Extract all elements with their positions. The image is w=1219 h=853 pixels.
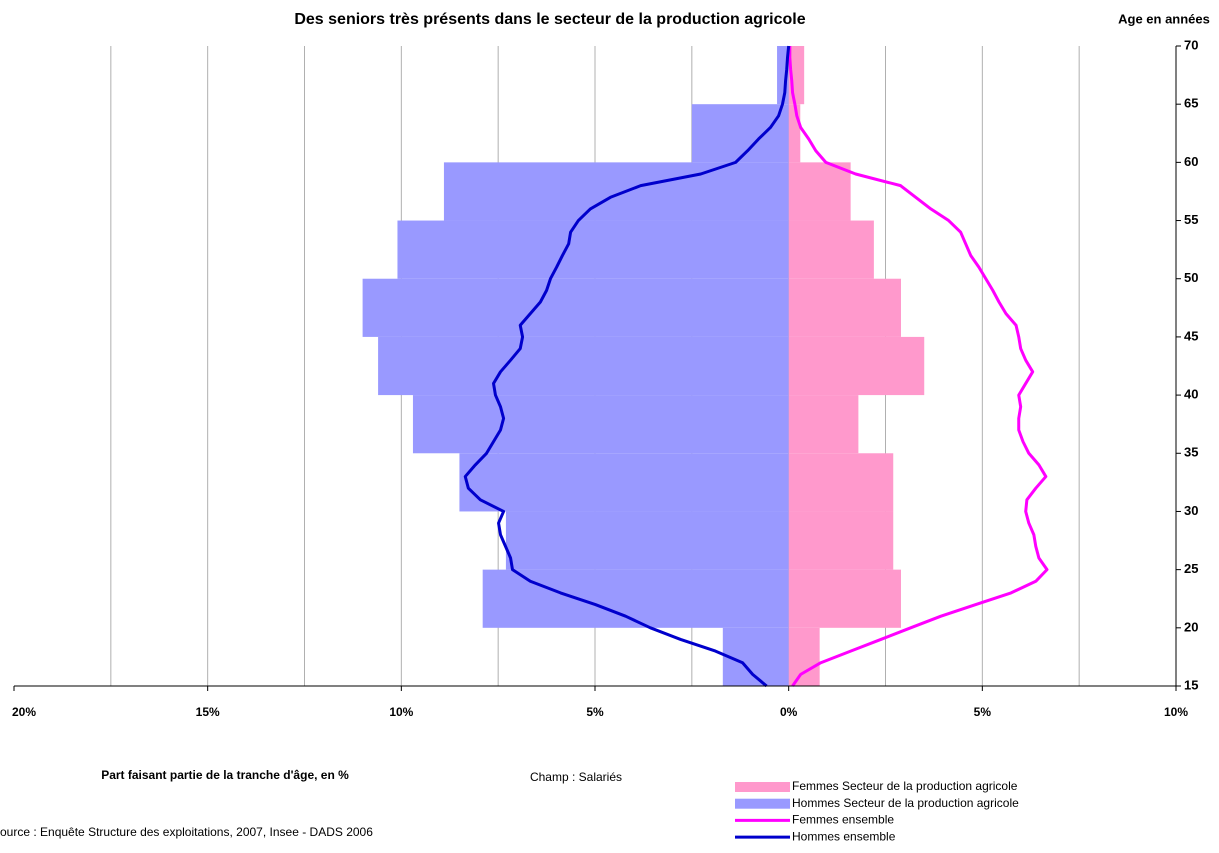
bar [788, 336, 925, 396]
y-tick-label: 30 [1184, 503, 1198, 518]
x-tick-label: 15% [196, 705, 220, 719]
y-tick-label: 60 [1184, 154, 1198, 169]
legend-label: Hommes Secteur de la production agricole [792, 796, 1019, 810]
bar [362, 278, 789, 337]
bar [788, 569, 901, 628]
bar [788, 278, 901, 337]
bar [788, 627, 820, 686]
y-tick-label: 70 [1184, 37, 1198, 52]
bar [482, 569, 789, 628]
bar [788, 220, 874, 279]
line [788, 46, 1049, 687]
x-tick-label: 10% [389, 705, 413, 719]
x-tick-label: 5% [586, 705, 604, 719]
bar [505, 511, 789, 570]
legend-label: Hommes ensemble [792, 829, 896, 843]
y-tick-label: 40 [1184, 387, 1198, 402]
legend-swatch [735, 798, 790, 809]
x-tick-label: 10% [1164, 705, 1188, 719]
x-tick-label: 5% [974, 705, 992, 719]
note: Champ : Salariés [530, 770, 622, 784]
bar [788, 511, 894, 570]
bar [691, 104, 789, 163]
x-tick-label: 20% [12, 705, 36, 719]
legend-label: Femmes ensemble [792, 813, 894, 827]
bar [788, 395, 859, 454]
bar [459, 453, 789, 512]
x-tick-label: 0% [780, 705, 798, 719]
bar [788, 162, 851, 221]
legend-label: Femmes Secteur de la production agricole [792, 779, 1018, 793]
y-tick-label: 65 [1184, 96, 1198, 111]
chart-title: Des seniors très présents dans le secteu… [294, 11, 805, 28]
legend-swatch [735, 782, 790, 792]
bar [378, 336, 789, 396]
bar [443, 162, 789, 221]
bar [412, 395, 789, 454]
bar [788, 453, 894, 512]
bar [397, 220, 789, 279]
y-tick-label: 35 [1184, 445, 1198, 460]
bar [788, 104, 801, 163]
bar [777, 46, 789, 105]
y-tick-label: 50 [1184, 270, 1198, 285]
y-tick-label: 55 [1184, 212, 1198, 227]
y-tick-label: 25 [1184, 561, 1198, 576]
source: Source : Enquête Structure des exploitat… [0, 825, 373, 839]
y-tick-label: 15 [1184, 677, 1198, 692]
y-tick-label: 20 [1184, 619, 1198, 634]
x-axis-label: Part faisant partie de la tranche d'âge,… [101, 768, 349, 782]
y-axis-label: Age en années [1118, 11, 1210, 26]
line [463, 45, 791, 688]
y-tick-label: 45 [1184, 328, 1198, 343]
